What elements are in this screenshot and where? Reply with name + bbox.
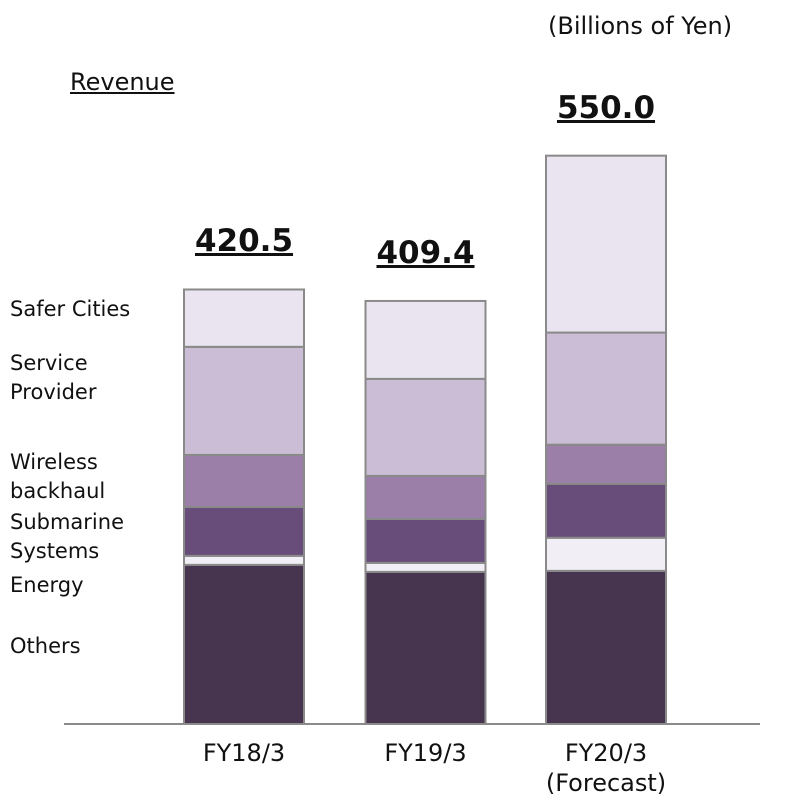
unit-label: (Billions of Yen): [548, 12, 733, 40]
legend-label: Safer Cities: [10, 297, 131, 321]
total-label: 409.4: [376, 234, 475, 271]
bar-segment: [545, 569, 667, 725]
bar-segment: [183, 288, 305, 348]
legend-label: Others: [10, 634, 81, 658]
chart-title: Revenue: [70, 68, 175, 96]
bar-segment: [183, 453, 305, 508]
bar-segment: [364, 299, 487, 380]
legend-label: Submarine Systems: [10, 510, 124, 563]
bar-segment: [545, 443, 667, 485]
bar-segment: [364, 474, 487, 520]
bar-segment: [183, 505, 305, 557]
bar-segment: [183, 345, 305, 456]
legend-label: Energy: [10, 573, 84, 597]
bar-segment: [364, 561, 487, 573]
total-label: 550.0: [556, 89, 656, 126]
bar-segment: [545, 482, 667, 539]
bar-segment: [183, 554, 305, 566]
bar-segment: [183, 563, 305, 725]
bar-segment: [364, 517, 487, 564]
bar-segment: [545, 154, 667, 334]
bar-segment: [545, 331, 667, 446]
bar-segment: [364, 377, 487, 477]
bar-segment: [364, 570, 487, 725]
x-tick-label: FY19/3: [384, 739, 467, 767]
total-label: 420.5: [194, 223, 294, 260]
legend-label: Wireless backhaul: [10, 450, 106, 503]
legend-label: Service Provider: [10, 351, 97, 404]
x-tick-label: FY18/3: [202, 739, 286, 767]
bar-segment: [545, 536, 667, 572]
x-tick-label: FY20/3 (Forecast): [545, 739, 667, 797]
